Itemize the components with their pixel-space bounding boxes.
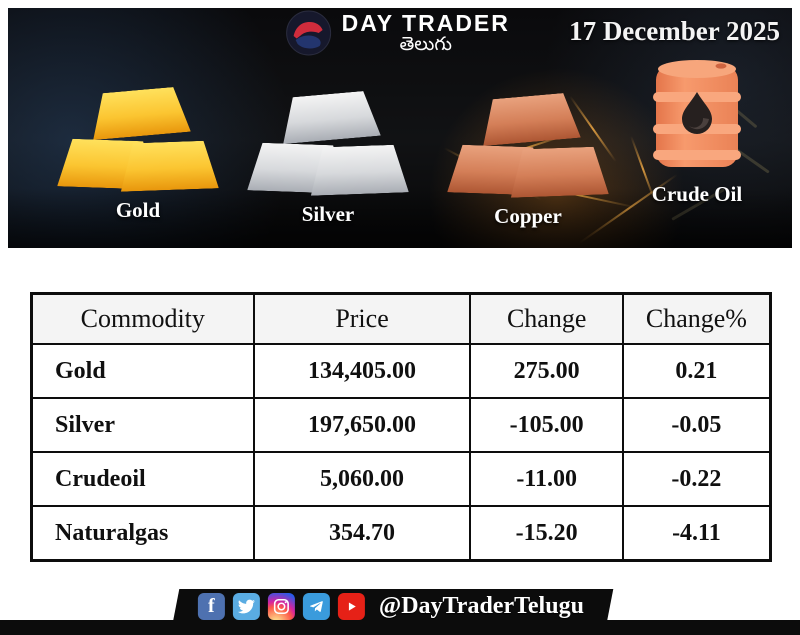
cell-change: -15.20: [469, 505, 624, 562]
brand-header: DAY TRADER తెలుగు: [286, 10, 510, 56]
cell-change: -11.00: [469, 451, 624, 507]
table-header-row: Commodity Price Change Change%: [30, 292, 772, 345]
table-row: Crudeoil 5,060.00 -11.00 -0.22: [30, 451, 772, 507]
instagram-icon[interactable]: [268, 592, 295, 620]
cell-price: 5,060.00: [252, 451, 472, 507]
commodity-gold: Gold: [56, 88, 220, 223]
date-label: 17 December 2025: [569, 16, 780, 46]
brand-name: DAY TRADER: [341, 9, 510, 36]
header-price: Price: [252, 292, 472, 345]
cell-price: 354.70: [252, 505, 472, 562]
cell-price: 134,405.00: [252, 343, 472, 399]
gold-bars-icon: [58, 88, 218, 192]
social-banner: f @DayTraderTelugu: [172, 589, 614, 623]
cell-change-pct: 0.21: [621, 343, 772, 399]
cell-name: Naturalgas: [30, 505, 255, 562]
facebook-icon[interactable]: f: [198, 592, 225, 620]
commodity-label-gold: Gold: [115, 198, 161, 222]
cell-name: Silver: [30, 397, 255, 453]
commodity-copper: Copper: [446, 94, 610, 229]
cell-change-pct: -4.11: [621, 505, 772, 562]
cell-price: 197,650.00: [252, 397, 472, 453]
cell-change: -105.00: [469, 397, 624, 453]
cell-change-pct: -0.22: [621, 451, 772, 507]
youtube-icon[interactable]: [338, 592, 365, 620]
cell-name: Gold: [30, 343, 255, 399]
copper-bars-icon: [448, 94, 608, 198]
table-row: Gold 134,405.00 275.00 0.21: [30, 343, 772, 399]
commodity-label-crude-oil: Crude Oil: [651, 182, 743, 206]
social-handle: @DayTraderTelugu: [379, 592, 585, 619]
cell-change-pct: -0.05: [621, 397, 772, 453]
table-row: Naturalgas 354.70 -15.20 -4.11: [30, 505, 772, 562]
commodity-silver: Silver: [246, 92, 410, 227]
twitter-icon[interactable]: [233, 592, 260, 620]
table-row: Silver 197,650.00 -105.00 -0.05: [30, 397, 772, 453]
oil-barrel-icon: [653, 60, 741, 167]
cell-change: 275.00: [469, 343, 624, 399]
commodity-label-copper: Copper: [494, 204, 562, 228]
commodity-price-table: Commodity Price Change Change% Gold 134,…: [30, 292, 772, 562]
hero-bottom-shade: [8, 188, 792, 248]
commodity-crude-oil: Crude Oil: [642, 56, 752, 207]
bull-logo-icon: [286, 10, 332, 56]
bottom-black-strip: [0, 620, 800, 635]
brand-subtitle: తెలుగు: [399, 34, 452, 56]
commodity-label-silver: Silver: [301, 202, 355, 226]
silver-bars-icon: [248, 92, 408, 196]
hero-photo-panel: DAY TRADER తెలుగు 17 December 2025 Gold …: [8, 8, 792, 248]
header-change: Change: [469, 292, 624, 345]
telegram-icon[interactable]: [303, 592, 330, 620]
header-change-pct: Change%: [621, 292, 772, 345]
header-commodity: Commodity: [30, 292, 255, 345]
brand-text: DAY TRADER తెలుగు: [342, 11, 510, 55]
cell-name: Crudeoil: [30, 451, 255, 507]
